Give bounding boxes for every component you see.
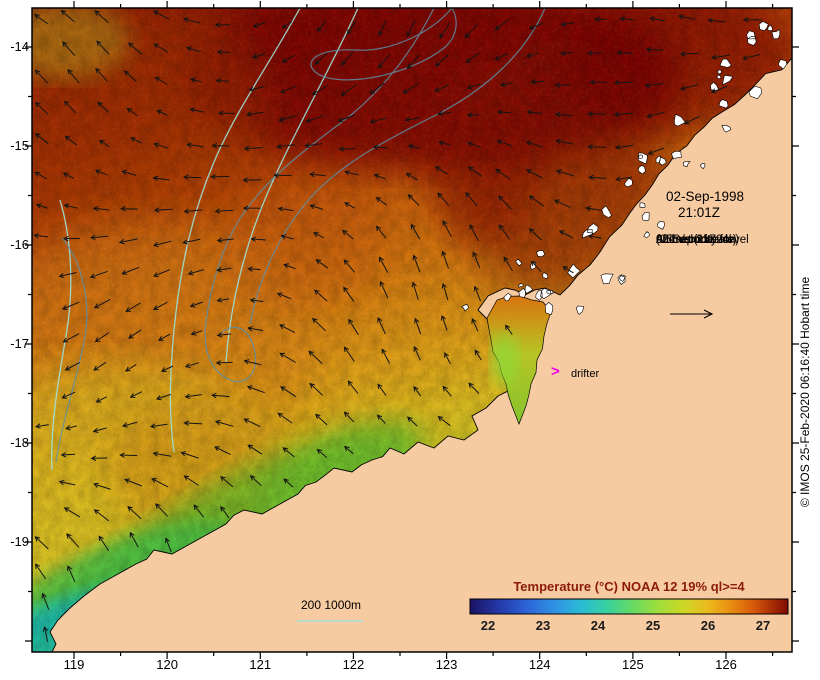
time-label: 21:01Z [678, 205, 721, 220]
colorbar-tick-label: 25 [645, 618, 661, 633]
y-tick-label: -15 [10, 138, 29, 153]
drifter-marker-icon: > [551, 363, 560, 380]
colorbar-tick-label: 27 [755, 618, 771, 633]
x-tick-label: 126 [715, 657, 737, 672]
x-tick-label: 121 [249, 657, 272, 672]
velocity-vectors [33, 9, 762, 642]
isobath-legend-label: 200 1000m [301, 598, 362, 612]
x-tick-label: 122 [342, 657, 365, 672]
annotation-line: 0.5m/s (1kt 24h) [656, 234, 740, 246]
bay-cool-water-patch [491, 334, 519, 386]
sealevel-contours [55, 8, 546, 463]
annotation-line: Altimetric sealevel [656, 234, 749, 246]
colorbar-tick-label: 26 [700, 618, 716, 633]
colorbar-tick-label: 24 [590, 618, 606, 633]
velocity-scale-arrow [670, 309, 714, 319]
coastal-islands [461, 21, 788, 315]
colorbar [469, 598, 789, 615]
colorbar-tick-label: 22 [480, 618, 496, 633]
x-tick-label: 125 [621, 657, 644, 672]
y-tick-label: -14 [10, 39, 29, 54]
y-tick-label: -18 [10, 435, 29, 450]
map-area [32, 8, 792, 652]
x-tick-label: 123 [435, 657, 458, 672]
y-tick-label: -19 [10, 534, 29, 549]
annotation-line: (0.1m contours) [656, 234, 737, 246]
x-tick-label: 120 [156, 657, 178, 672]
x-tick-label: 124 [528, 657, 551, 672]
annotation-line: 02-Sep 21Z [656, 234, 717, 246]
colorbar-tick-label: 23 [535, 618, 551, 633]
y-tick-label: -17 [10, 336, 29, 351]
axis-tick-marks [25, 1, 799, 659]
map-frame [31, 7, 793, 653]
date-label: 02-Sep-1998 [666, 189, 745, 204]
land-mass [49, 57, 792, 652]
annotation-line: and velocity for [656, 234, 734, 246]
colorbar-title: Temperature (°C) NOAA 12 19% ql>=4 [513, 579, 745, 594]
drifter-label: drifter [571, 368, 600, 380]
copyright-label: © IMOS 25-Feb-2020 06:16:40 Hobart time [798, 276, 812, 508]
y-tick-label: -16 [10, 237, 29, 252]
bathymetry-contours [51, 8, 359, 471]
x-tick-label: 119 [63, 657, 85, 672]
